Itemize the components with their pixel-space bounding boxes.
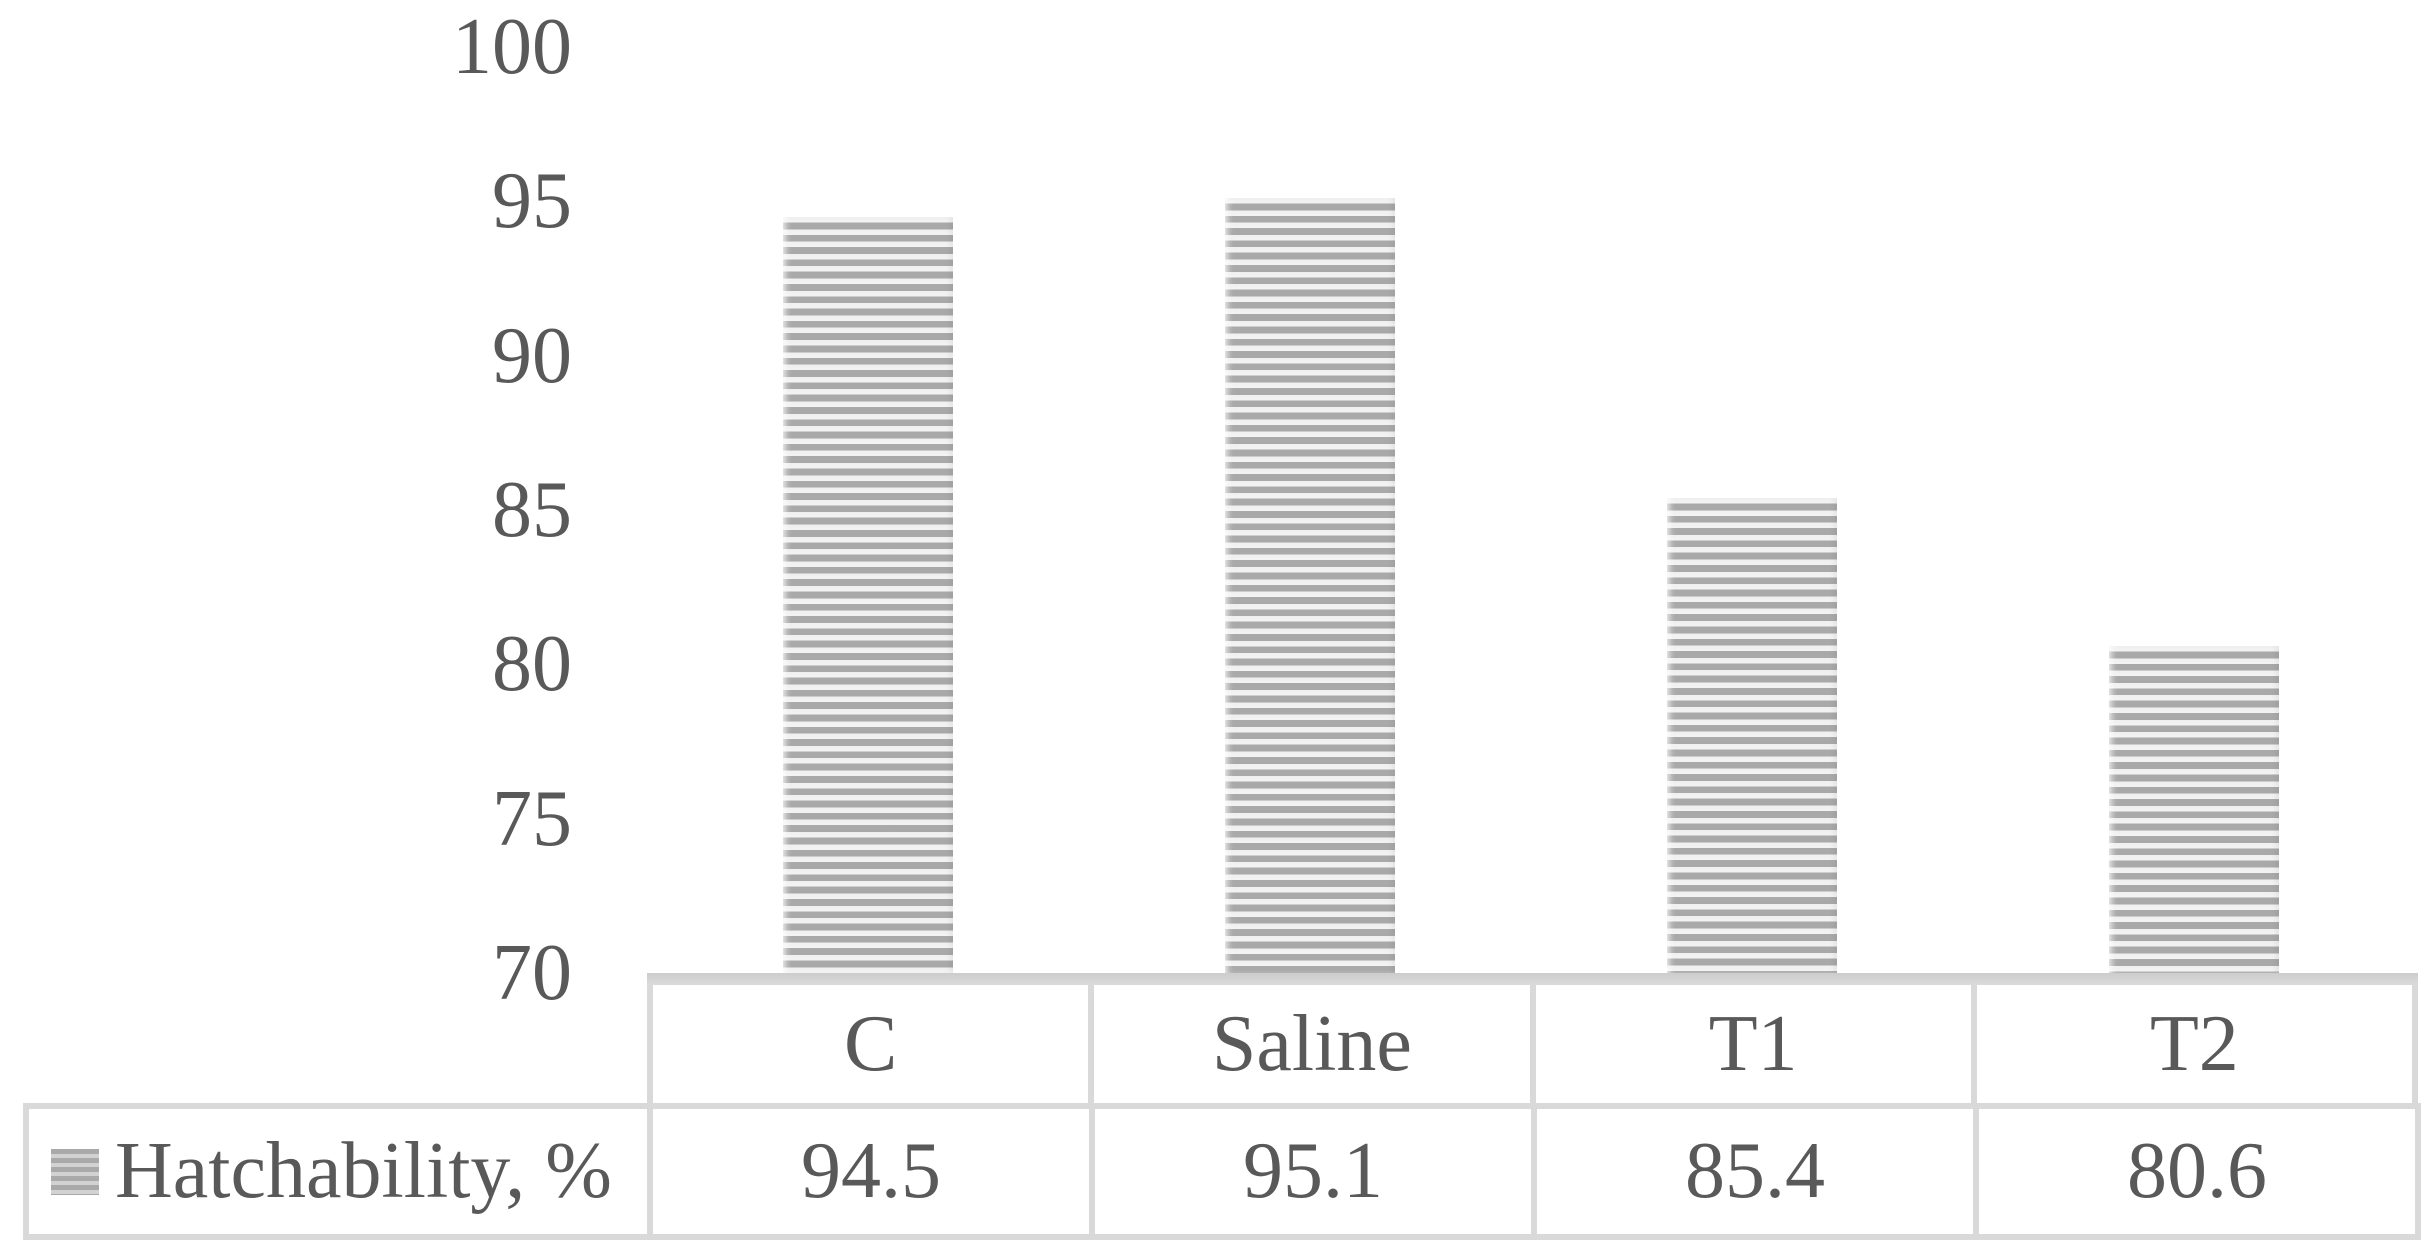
y-axis-tick-label: 90 bbox=[492, 311, 572, 400]
plot-area bbox=[647, 47, 2415, 973]
legend-series-label: Hatchability, % bbox=[115, 1127, 612, 1215]
value-cell: 85.4 bbox=[1531, 1109, 1973, 1234]
category-header-cell: Saline bbox=[1088, 985, 1529, 1103]
bar-Saline bbox=[1225, 198, 1395, 973]
category-header-cell: T2 bbox=[1970, 985, 2412, 1103]
bar-C bbox=[783, 217, 953, 973]
legend-cell: Hatchability, % bbox=[29, 1109, 647, 1234]
y-axis-tick-label: 100 bbox=[452, 3, 572, 91]
category-header-cell: C bbox=[647, 985, 1088, 1103]
category-header-cell: T1 bbox=[1529, 985, 1971, 1103]
y-axis-tick-label: 75 bbox=[492, 774, 572, 863]
y-axis-tick-label: 70 bbox=[492, 929, 572, 1017]
y-axis-tick-label: 95 bbox=[492, 157, 572, 246]
y-axis-tick-label: 85 bbox=[492, 466, 572, 554]
bar-T1 bbox=[1667, 498, 1837, 973]
legend-series-swatch-icon bbox=[51, 1148, 99, 1195]
y-axis-tick-label: 80 bbox=[492, 620, 572, 709]
value-cell: 80.6 bbox=[1973, 1109, 2415, 1234]
data-table-value-row: Hatchability, % 94.5 95.1 85.4 80.6 bbox=[23, 1103, 2421, 1240]
data-table-header-row: C Saline T1 T2 bbox=[647, 985, 2418, 1103]
bar-T2 bbox=[2109, 646, 2279, 973]
value-cell: 95.1 bbox=[1089, 1109, 1531, 1234]
x-axis-line bbox=[647, 973, 2418, 985]
value-cell: 94.5 bbox=[647, 1109, 1089, 1234]
